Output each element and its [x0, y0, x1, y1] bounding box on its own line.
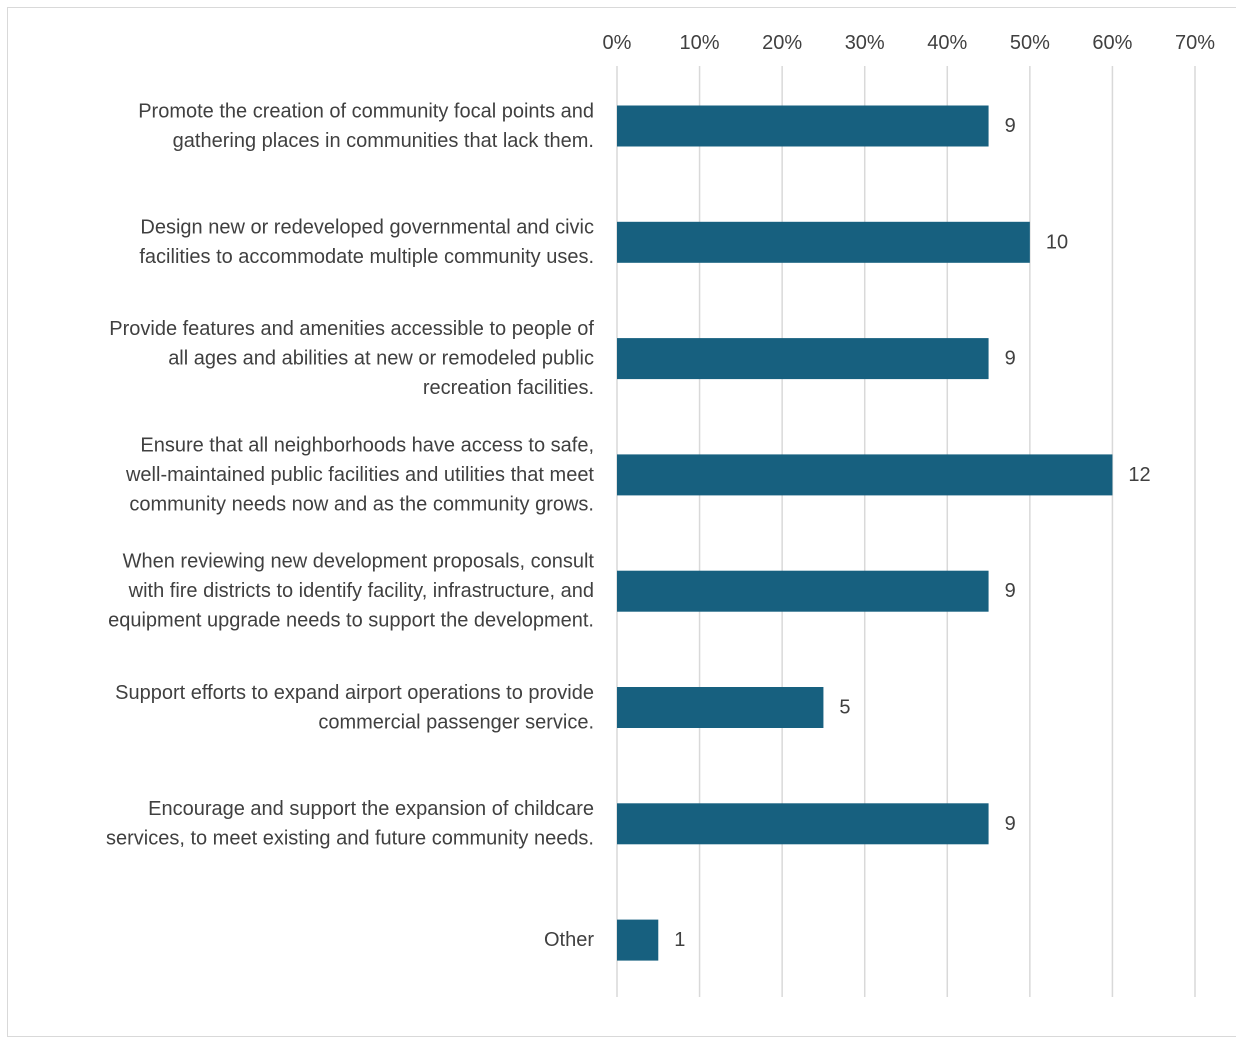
bar — [617, 454, 1113, 496]
x-tick-label: 60% — [1092, 32, 1132, 54]
data-label: 5 — [839, 697, 850, 719]
data-label: 9 — [1005, 580, 1016, 602]
category-label: Provide features and amenities accessibl… — [109, 318, 594, 399]
category-label-line: Provide features and amenities accessibl… — [109, 318, 594, 340]
category-label-line: Support efforts to expand airport operat… — [115, 682, 594, 704]
x-tick-label: 30% — [845, 32, 885, 54]
category-label-line: Encourage and support the expansion of c… — [148, 798, 594, 820]
data-label: 1 — [674, 929, 685, 951]
bar — [617, 105, 989, 147]
category-label: When reviewing new development proposals… — [108, 551, 594, 632]
x-tick-label: 10% — [680, 32, 720, 54]
category-label-line: Promote the creation of community focal … — [138, 100, 594, 122]
category-label: Support efforts to expand airport operat… — [115, 682, 594, 734]
data-label: 9 — [1005, 115, 1016, 137]
category-label-line: Design new or redeveloped governmental a… — [140, 217, 594, 239]
x-axis-tick-labels: 0% 10% 20% 30% 40% 50% 60% 70% — [603, 32, 1216, 54]
category-label: Promote the creation of community focal … — [138, 100, 594, 152]
category-label: Ensure that all neighborhoods have acces… — [125, 434, 594, 515]
category-label-line: equipment upgrade needs to support the d… — [108, 610, 594, 632]
category-labels: Promote the creation of community focal … — [106, 100, 594, 951]
category-label-line: all ages and abilities at new or remodel… — [168, 348, 594, 370]
category-label-line: community needs now and as the community… — [129, 493, 594, 515]
category-label: Encourage and support the expansion of c… — [106, 798, 594, 850]
category-label-line: gathering places in communities that lac… — [173, 130, 594, 152]
gridlines — [616, 66, 1196, 997]
data-label: 10 — [1046, 231, 1068, 253]
bar — [617, 338, 989, 380]
bar — [617, 803, 989, 845]
bar — [617, 919, 659, 961]
x-tick-label: 40% — [927, 32, 967, 54]
data-labels: 9 10 9 12 9 5 9 1 — [674, 115, 1150, 951]
category-label-line: with fire districts to identify facility… — [128, 580, 594, 602]
category-label: Other — [544, 929, 594, 951]
bar — [617, 687, 824, 728]
x-tick-label: 20% — [762, 32, 802, 54]
x-tick-label: 70% — [1175, 32, 1215, 54]
data-label: 12 — [1128, 464, 1150, 486]
data-label: 9 — [1005, 813, 1016, 835]
category-label-line: recreation facilities. — [423, 377, 594, 399]
category-label: Design new or redeveloped governmental a… — [139, 217, 594, 268]
bar — [617, 570, 989, 612]
data-label: 9 — [1005, 348, 1016, 370]
category-label-line: Other — [544, 929, 594, 951]
bar — [617, 221, 1030, 263]
bars — [617, 105, 1113, 961]
category-label-line: well-maintained public facilities and ut… — [125, 464, 594, 486]
category-label-line: commercial passenger service. — [318, 711, 594, 733]
category-label-line: When reviewing new development proposals… — [123, 551, 595, 573]
category-label-line: facilities to accommodate multiple commu… — [139, 246, 594, 268]
chart-frame — [7, 7, 1236, 1037]
category-label-line: services, to meet existing and future co… — [106, 828, 594, 850]
category-label-line: Ensure that all neighborhoods have acces… — [140, 434, 594, 456]
x-tick-label: 0% — [603, 32, 632, 54]
x-tick-label: 50% — [1010, 32, 1050, 54]
